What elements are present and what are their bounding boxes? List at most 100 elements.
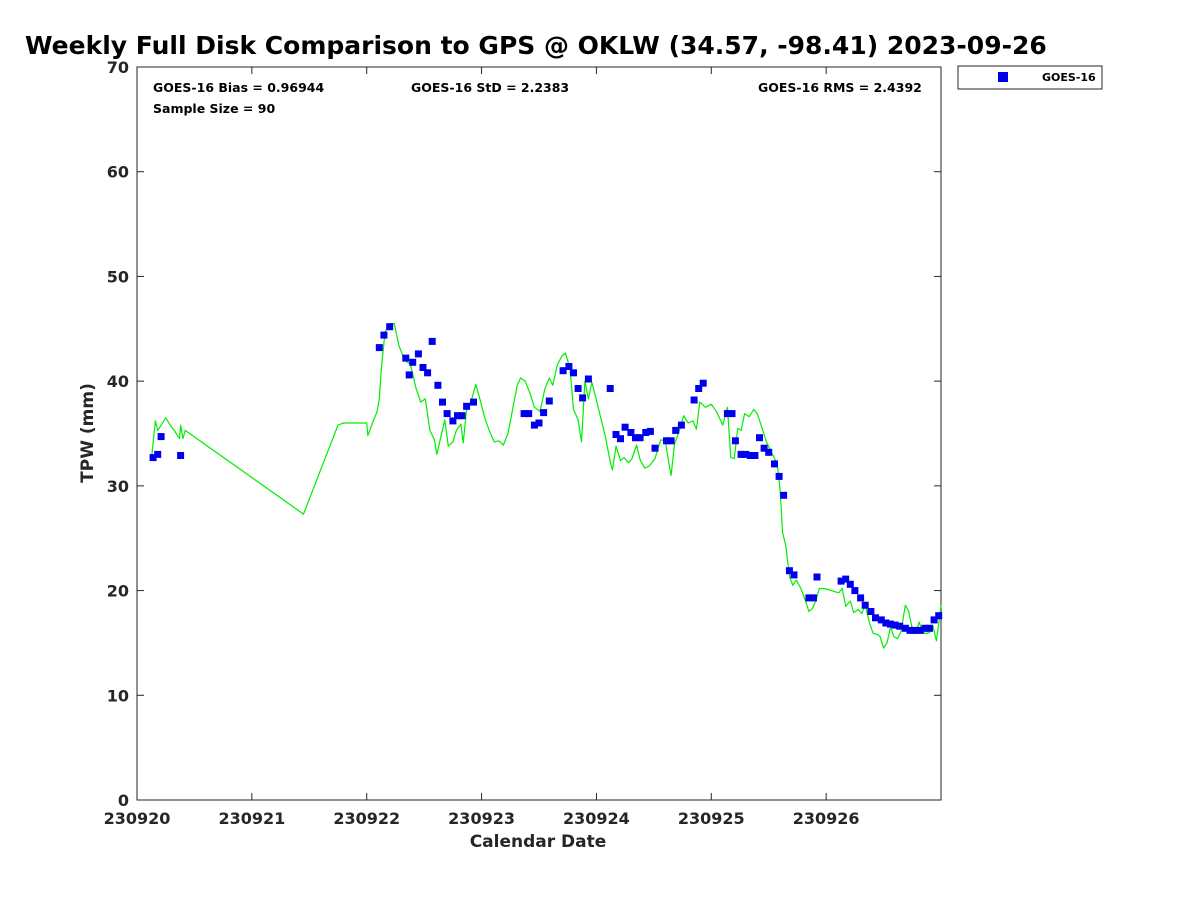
goes16-point (439, 398, 446, 406)
goes16-point (470, 398, 477, 406)
goes16-point (916, 626, 924, 634)
goes16-point (775, 472, 783, 480)
goes16-point (813, 573, 821, 581)
goes16-point (746, 452, 754, 459)
goes16-point (458, 412, 466, 420)
x-tick-label: 230922 (333, 809, 400, 828)
goes16-point (574, 385, 582, 392)
goes16-point (857, 594, 865, 602)
goes16-point (810, 594, 817, 602)
legend-marker-square (998, 72, 1008, 82)
goes16-point (540, 409, 548, 417)
goes16-point (742, 450, 750, 458)
goes16-point (454, 412, 461, 420)
goes16-point (842, 575, 850, 583)
goes16-point (861, 601, 869, 609)
goes16-point (805, 594, 813, 602)
goes16-point (780, 491, 788, 499)
goes16-point (154, 450, 162, 458)
y-tick-label: 50 (107, 267, 129, 286)
goes16-point (901, 624, 909, 632)
goes16-point (930, 616, 938, 624)
y-tick-label: 10 (107, 686, 129, 705)
goes16-point (386, 323, 394, 331)
goes16-point (677, 421, 685, 429)
goes16-point (896, 622, 904, 630)
y-tick-label: 30 (107, 477, 129, 496)
goes16-point (434, 381, 442, 389)
goes16-point (636, 434, 644, 442)
goes16-point (872, 614, 879, 622)
chart-title: Weekly Full Disk Comparison to GPS @ OKL… (25, 31, 1047, 60)
x-tick-label: 230923 (448, 809, 515, 828)
goes16-point (911, 626, 919, 634)
y-tick-label: 20 (107, 582, 129, 601)
goes16-point (559, 367, 567, 375)
goes16-point (790, 571, 798, 579)
y-tick-label: 0 (118, 791, 129, 810)
goes16-point (867, 608, 875, 615)
goes16-point (837, 577, 845, 585)
data-series (149, 323, 943, 649)
goes16-point (579, 394, 587, 402)
y-axis-label: TPW (mm) (78, 383, 98, 483)
goes16-point (525, 410, 533, 418)
goes16-point (530, 421, 538, 429)
goes16-point (699, 379, 707, 387)
stat-bias: GOES-16 Bias = 0.96944 (153, 80, 324, 95)
goes16-point (642, 429, 650, 436)
stat-std: GOES-16 StD = 2.2383 (411, 80, 569, 95)
goes16-point (617, 435, 624, 443)
goes16-point (149, 454, 157, 462)
goes16-point (405, 371, 413, 379)
goes16-point (520, 410, 528, 418)
goes16-point (443, 410, 451, 418)
goes16-point (463, 402, 471, 410)
goes16-point (667, 437, 675, 445)
goes16-point (765, 448, 773, 456)
goes16-point (157, 433, 165, 441)
goes16-point (756, 434, 763, 442)
goes16-point (535, 419, 543, 427)
goes16-point (751, 452, 759, 459)
goes16-point (851, 587, 859, 595)
goes16-point (612, 431, 620, 438)
y-tick-label: 40 (107, 372, 129, 391)
goes16-point (177, 452, 185, 459)
y-tick-label: 60 (107, 163, 129, 182)
goes16-point (926, 624, 933, 632)
goes16-point (728, 410, 736, 418)
goes16-point (690, 396, 698, 404)
gps-tpw-line (151, 323, 942, 649)
goes16-point (877, 616, 885, 624)
y-tick-label: 70 (107, 58, 129, 77)
goes16-point (663, 437, 670, 445)
goes16-point (409, 358, 417, 366)
goes16-point (428, 337, 436, 345)
goes16-point (906, 626, 914, 634)
y-axis: 0 10 20 30 40 50 60 70 (107, 58, 941, 810)
goes16-point (565, 363, 573, 370)
goes16-point (627, 429, 635, 436)
x-tick-label: 230925 (678, 809, 745, 828)
x-tick-label: 230924 (563, 809, 630, 828)
goes16-point (414, 350, 422, 358)
stat-rms: GOES-16 RMS = 2.4392 (758, 80, 922, 95)
x-tick-label: 230921 (218, 809, 285, 828)
goes16-point (672, 426, 680, 434)
goes16-point (695, 385, 703, 392)
goes16-point (846, 580, 854, 588)
x-tick-label: 230920 (104, 809, 171, 828)
goes16-point (723, 410, 731, 418)
stat-sample-size: Sample Size = 90 (153, 101, 275, 116)
goes16-point (882, 619, 890, 627)
goes16-point (570, 369, 577, 377)
goes16-point (380, 331, 388, 339)
goes16-point (737, 450, 745, 458)
goes16-point (449, 417, 457, 425)
goes16-point (424, 369, 432, 377)
goes16-point (606, 385, 614, 392)
x-axis: 230920 230921 230922 230923 230924 230925 2309… (104, 67, 860, 828)
goes16-point (771, 460, 778, 468)
